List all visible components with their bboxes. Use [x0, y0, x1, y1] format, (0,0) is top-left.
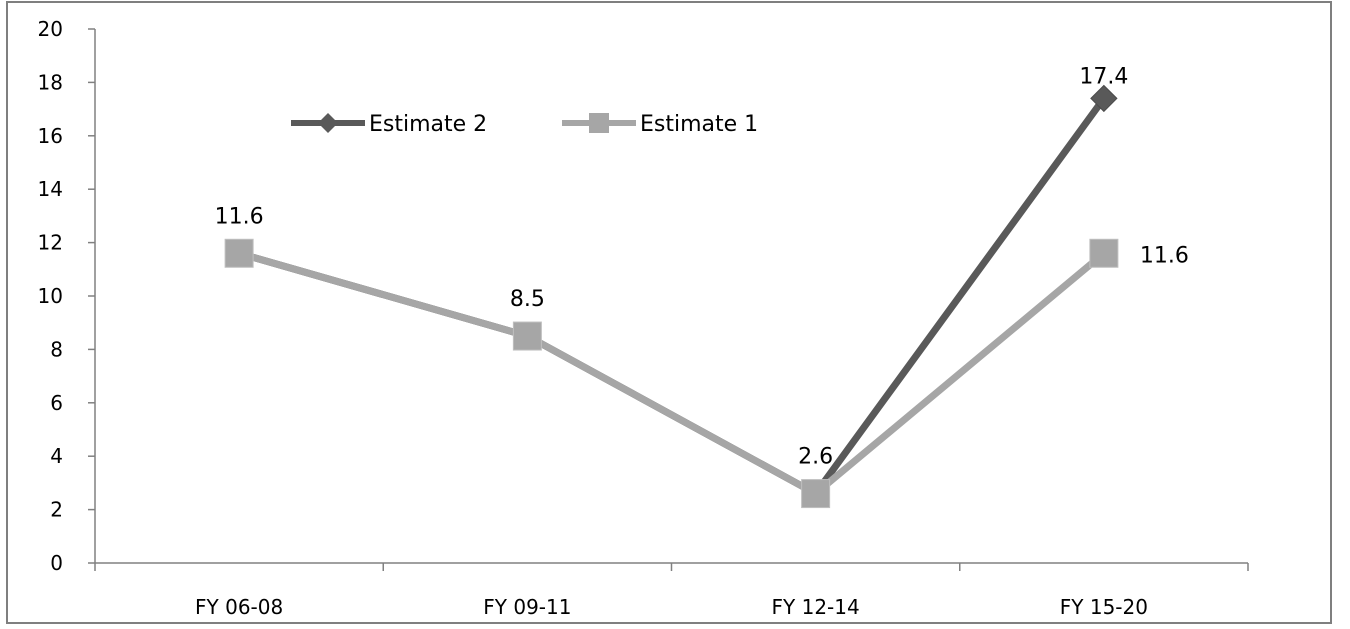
data-label: 2.6	[798, 445, 833, 470]
y-tick-label: 20	[38, 17, 63, 41]
diamond-marker	[1090, 84, 1118, 113]
x-tick-label: FY 06-08	[195, 595, 283, 619]
y-tick-label: 10	[38, 284, 63, 308]
y-tick-label: 2	[50, 498, 63, 522]
legend-diamond-icon	[318, 113, 338, 133]
square-marker	[801, 479, 831, 509]
legend-label: Estimate 1	[640, 112, 758, 137]
series-markers	[224, 84, 1119, 509]
y-tick-label: 4	[50, 444, 63, 468]
square-marker	[224, 238, 254, 268]
x-tick-label: FY 12-14	[772, 595, 860, 619]
data-label: 8.5	[510, 287, 545, 312]
square-marker	[512, 321, 542, 351]
x-tick-label: FY 09-11	[483, 595, 571, 619]
y-tick-label: 16	[38, 124, 63, 148]
y-tick-label: 6	[50, 391, 63, 415]
data-label: 11.6	[1140, 243, 1189, 268]
y-tick-label: 8	[50, 337, 63, 361]
y-tick-label: 12	[38, 231, 63, 255]
legend-square-icon	[589, 113, 609, 133]
data-label: 17.4	[1079, 64, 1128, 89]
y-tick-label: 0	[50, 551, 63, 575]
data-labels: 11.6 8.5 2.6 17.4 11.6	[215, 64, 1189, 469]
y-tick-label: 14	[38, 177, 63, 201]
y-tick-label: 18	[38, 70, 63, 94]
series-line-estimate-2	[235, 94, 1108, 498]
series-lines	[235, 94, 1108, 498]
x-tick-label: FY 15-20	[1060, 595, 1148, 619]
legend-label: Estimate 2	[369, 112, 487, 137]
legend: Estimate 2 Estimate 1	[291, 112, 758, 137]
data-label: 11.6	[215, 204, 264, 229]
square-marker	[1089, 238, 1119, 268]
series-line-estimate-1	[235, 249, 1108, 498]
axes: 0 2 4 6 8 10 12 14 16 18 20 FY 06-08 FY 09-11 FY 12-1…	[38, 17, 1249, 619]
